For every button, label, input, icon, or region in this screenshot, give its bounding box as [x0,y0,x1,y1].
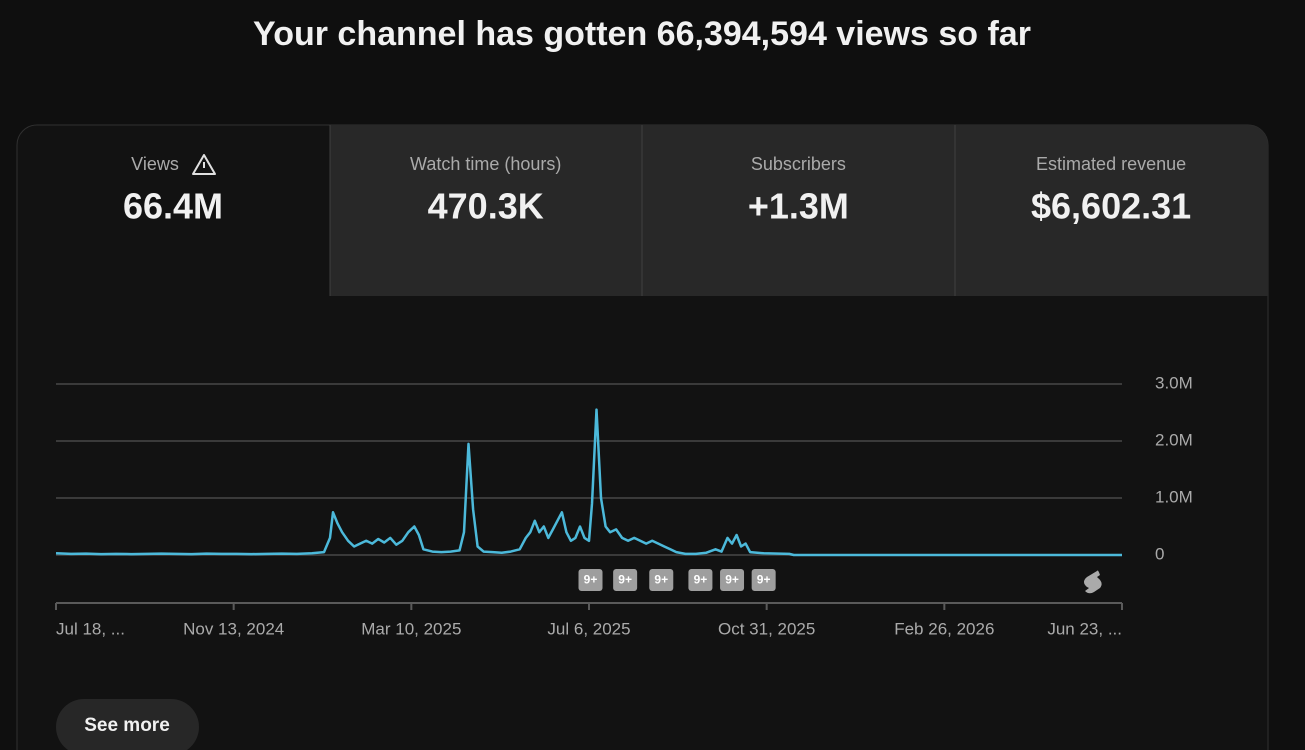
y-tick-label: 1.0M [1155,487,1193,506]
tab-value[interactable]: $6,602.31 [1031,186,1191,227]
x-tick-label: Feb 26, 2026 [894,619,994,638]
content-marker[interactable] [578,569,603,591]
content-marker[interactable] [613,569,638,591]
tab-label[interactable]: Views [131,154,179,174]
see-more-button[interactable]: See more [56,699,199,750]
content-marker[interactable] [649,569,674,591]
x-tick-label: Oct 31, 2025 [718,619,815,638]
content-marker-label[interactable]: 9+ [694,573,708,587]
tab-label[interactable]: Estimated revenue [1036,154,1186,174]
x-tick-label: Jul 18, ... [56,619,125,638]
content-marker-label[interactable]: 9+ [725,573,739,587]
tab-label[interactable]: Subscribers [751,154,846,174]
button-label[interactable]: See more [84,715,170,736]
x-tick-label: Jun 23, ... [1047,619,1122,638]
content-marker-label[interactable]: 9+ [584,573,598,587]
chart: 0 1.0M 2.0M 3.0M Jul 18, ... Nov 13, 2024 Mar … [55,373,1193,638]
x-tick-label: Mar 10, 2025 [361,619,461,638]
button-background[interactable] [56,699,199,750]
tab-label[interactable]: Watch time (hours) [410,154,561,174]
tab-value[interactable]: 470.3K [428,186,544,227]
y-tick-label: 0 [1155,544,1164,563]
content-marker[interactable] [751,569,776,591]
tab-value[interactable]: 66.4M [123,186,223,227]
x-tick-label: Jul 6, 2025 [547,619,630,638]
shorts-icon [1084,570,1102,594]
content-marker[interactable] [720,569,745,591]
content-marker-label[interactable]: 9+ [757,573,771,587]
content-marker-label[interactable]: 9+ [618,573,632,587]
tab-background [330,125,1268,296]
y-tick-label: 2.0M [1155,430,1193,449]
content-marker[interactable] [688,569,713,591]
warning-icon [192,154,216,175]
x-tick-label: Nov 13, 2024 [183,619,284,638]
y-tick-label: 3.0M [1155,373,1193,392]
page-title: Your channel has gotten 66,394,594 views… [253,15,1031,53]
tabs: Views 66.4M Watch time (hours) 470.3K Subscr… [123,125,1268,296]
views-line [55,408,1122,557]
tab-value[interactable]: +1.3M [748,186,849,227]
content-marker-label[interactable]: 9+ [654,573,668,587]
